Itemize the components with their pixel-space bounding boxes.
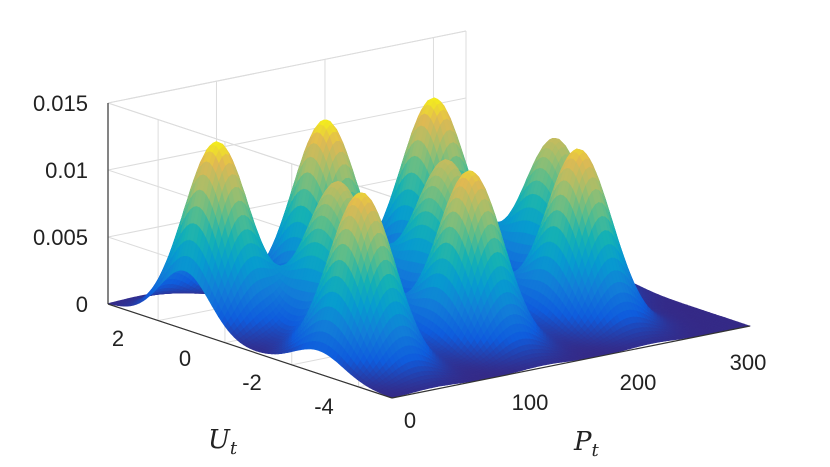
grid-line xyxy=(107,97,467,171)
grid-line xyxy=(107,30,467,104)
surface-mesh xyxy=(107,97,752,399)
